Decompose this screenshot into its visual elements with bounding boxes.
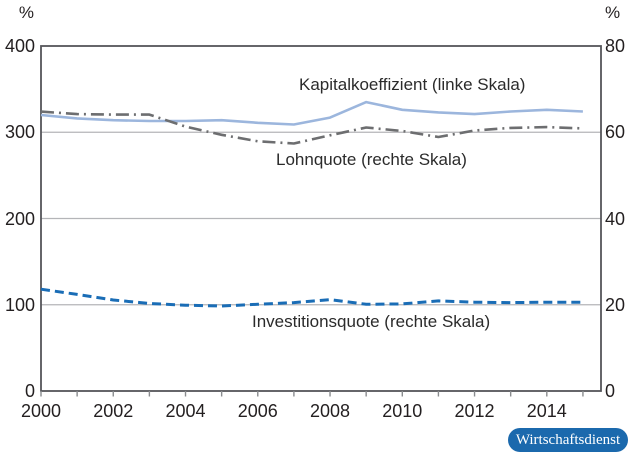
series-label-kapitalkoeffizient: Kapitalkoeffizient (linke Skala) <box>299 75 526 94</box>
x-axis-tick-label: 2000 <box>20 401 62 421</box>
x-axis-tick-label: 2002 <box>93 401 134 421</box>
right-axis-tick-label: 80 <box>605 36 626 56</box>
left-axis-tick-label: 0 <box>24 381 35 401</box>
x-axis-tick-label: 2008 <box>310 401 351 421</box>
x-axis-tick-label: 2012 <box>454 401 495 421</box>
left-axis-tick-label: 300 <box>4 122 35 143</box>
x-axis-tick-label: 2010 <box>382 401 423 421</box>
plot-border <box>40 45 602 392</box>
left-axis-tick-label: 400 <box>4 36 35 56</box>
left-axis-unit-label: % <box>18 3 34 22</box>
x-axis-tick-label: 2014 <box>526 401 567 421</box>
series-line-1 <box>40 110 583 145</box>
series-label-investitionsquote: Investitionsquote (rechte Skala) <box>252 312 491 331</box>
wirtschaftsdienst-badge: Wirtschaftsdienst <box>508 428 628 452</box>
series-line-2 <box>40 287 583 308</box>
series-line-0 <box>40 100 583 126</box>
right-axis-tick-label: 0 <box>605 381 616 401</box>
x-axis-tick-label: 2006 <box>237 401 278 421</box>
left-axis-tick-label: 100 <box>4 294 35 315</box>
right-axis-tick-label: 60 <box>605 122 626 143</box>
right-axis-unit-label: % <box>605 3 621 22</box>
right-axis-tick-label: 20 <box>605 294 626 315</box>
series-label-lohnquote: Lohnquote (rechte Skala) <box>276 150 467 169</box>
left-axis-tick-label: 200 <box>4 208 35 229</box>
right-axis-tick-label: 40 <box>605 208 626 229</box>
x-axis-tick-label: 2004 <box>165 401 206 421</box>
